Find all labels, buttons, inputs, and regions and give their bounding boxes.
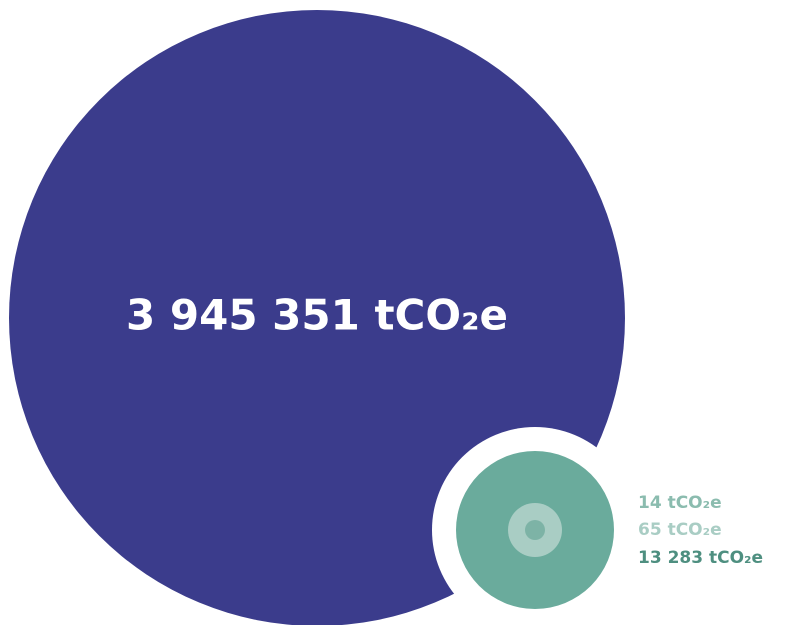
data-label: 3 945 351 tCO₂e: [126, 291, 508, 340]
data-label: 65 tCO₂e: [638, 520, 722, 540]
data-label: 13 283 tCO₂e: [638, 548, 763, 568]
data-label: 14 tCO₂e: [638, 493, 722, 513]
bubble: [525, 520, 545, 540]
